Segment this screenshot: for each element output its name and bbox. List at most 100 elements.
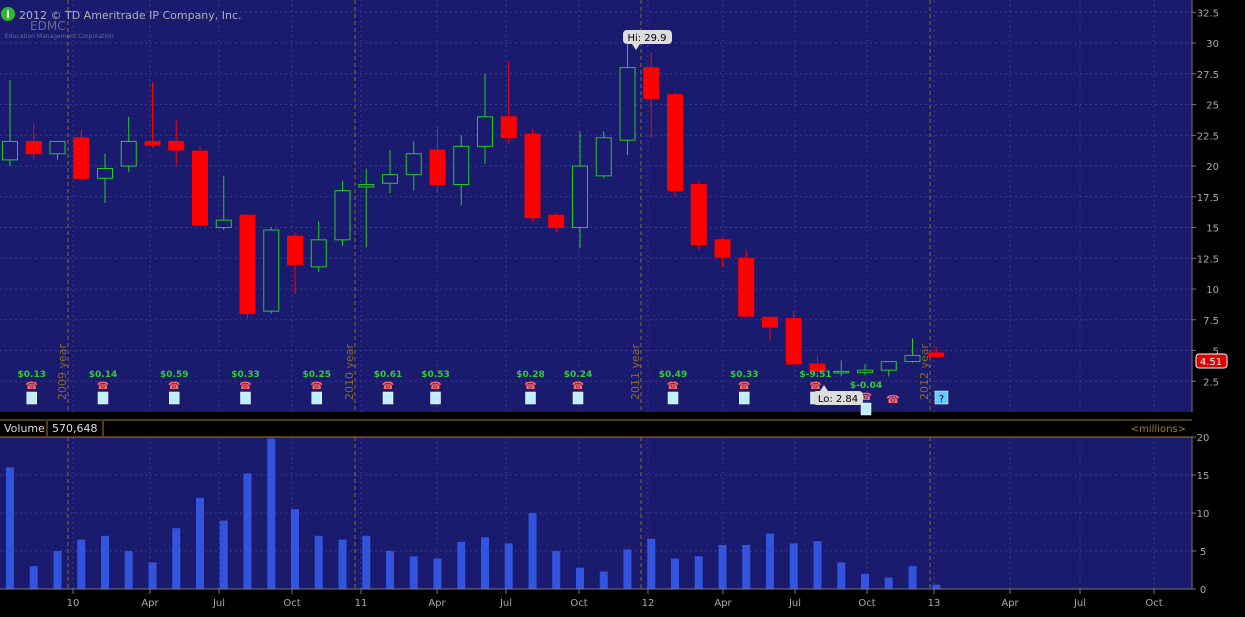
dividend-icon: [860, 402, 872, 416]
candle-body: [714, 239, 731, 258]
volume-bar: [77, 539, 86, 589]
candlestick-series: [2, 44, 945, 378]
volume-bar: [338, 539, 347, 589]
time-axis: 10 Apr Jul Oct 11 Apr Jul Oct 12 Apr Jul Oct 13 Apr Ju…: [0, 588, 1192, 609]
volume-bar: [362, 535, 371, 589]
price-tick-label: 30: [1206, 39, 1219, 50]
candle-body: [762, 316, 778, 328]
candle-body: [25, 140, 42, 155]
time-tick-label: Oct: [858, 598, 875, 609]
time-tick-label: Jul: [1073, 598, 1086, 609]
candle-body: [2, 140, 18, 161]
volume-bar: [718, 544, 727, 589]
dividend-label: $0.25: [303, 370, 331, 380]
dividend-label: $0.53: [421, 370, 449, 380]
dividend-label: $0.61: [374, 370, 402, 380]
price-tick-label: 15: [1206, 224, 1219, 235]
dividend-label: $0.28: [516, 370, 544, 380]
volume-bar: [861, 573, 869, 589]
candle-body: [49, 140, 66, 155]
svg-text:Hi: 29.9: Hi: 29.9: [627, 33, 666, 44]
volume-bar: [694, 556, 703, 589]
candle-body: [358, 183, 375, 188]
candle-body: [572, 165, 588, 229]
price-tick-label: 27.5: [1197, 70, 1219, 81]
candle-body: [144, 140, 161, 146]
volume-bar: [884, 577, 893, 589]
time-tick-label: 11: [355, 598, 368, 609]
year-label: 2009 year: [56, 343, 69, 400]
earnings-phone-icon: ☎: [572, 381, 584, 392]
volume-bar: [623, 549, 632, 589]
candle-body: [263, 229, 280, 312]
volume-series: [6, 438, 941, 589]
time-tick-label: Apr: [1001, 598, 1019, 609]
year-dividers: 2009 year 2010 year 2011 year 2012 year: [56, 0, 931, 589]
price-tick-label: 25: [1206, 101, 1219, 112]
volume-bar: [932, 584, 941, 589]
candle-body: [833, 370, 850, 374]
candle-body: [477, 116, 493, 147]
price-tick-label: 7.5: [1203, 316, 1219, 327]
unknown-event-glyph: ?: [939, 394, 944, 405]
dividend-icon: [240, 391, 251, 405]
volume-bar: [481, 537, 489, 589]
candle-body: [785, 318, 802, 365]
price-axis: 32.5 30 27.5 25 22.5 20 17.5 15 12.5 10 7.5 5 2.5: [1191, 0, 1219, 412]
time-tick-label: Apr: [714, 598, 732, 609]
candle-body: [97, 167, 113, 179]
volume-bar: [291, 509, 299, 589]
price-tick-label: 32.5: [1197, 8, 1219, 19]
dividend-icon: [430, 391, 441, 405]
copyright-text: 2012 © TD Ameritrade IP Company, Inc.: [19, 9, 242, 22]
dividend-label: $-9.51: [799, 370, 831, 380]
volume-bar: [813, 541, 822, 589]
volume-bar: [647, 538, 656, 589]
dividend-icon: [525, 391, 536, 405]
earnings-phone-icon: ☎: [738, 381, 750, 392]
dividend-icon: [572, 391, 584, 405]
earnings-phone-icon: ☎: [382, 381, 394, 392]
volume-axis: 20 15 10 5 0: [1191, 433, 1210, 596]
candle-body: [619, 67, 636, 141]
dividend-label: $0.59: [160, 370, 188, 380]
price-tick-label: 22.5: [1197, 131, 1219, 142]
candle-body: [809, 363, 826, 372]
earnings-phone-icon: ☎: [809, 381, 821, 392]
candle-body: [215, 219, 232, 229]
year-label: 2010 year: [343, 343, 356, 400]
earnings-phone-icon: ☎: [860, 392, 872, 403]
time-tick-label: 13: [928, 598, 941, 609]
candle-body: [643, 67, 660, 99]
earnings-phone-icon: ☎: [886, 393, 900, 406]
price-tick-label: 20: [1206, 162, 1219, 173]
time-tick-label: Oct: [283, 598, 300, 609]
candle-body: [168, 140, 185, 151]
info-icon[interactable]: [1, 7, 15, 21]
dividend-icon: [26, 391, 37, 405]
earnings-phone-icon: ☎: [429, 381, 441, 392]
dividend-label: $0.13: [18, 370, 46, 380]
price-tick-label: 5: [1213, 347, 1219, 358]
candle-body: [524, 133, 541, 219]
volume-tick-label: 20: [1197, 433, 1210, 444]
candle-body: [405, 153, 422, 176]
volume-bar: [409, 556, 418, 589]
volume-bar: [552, 551, 561, 589]
candle-body: [690, 183, 707, 246]
earnings-phone-icon: ☎: [524, 381, 536, 392]
candle-body: [120, 140, 137, 167]
volume-bar: [504, 543, 513, 589]
time-tick-label: Jul: [788, 598, 801, 609]
candle-body: [595, 137, 612, 177]
dividend-icon: [382, 391, 394, 405]
candle-body: [334, 190, 351, 241]
dividend-label: $0.14: [89, 370, 117, 380]
earnings-phone-icon: ☎: [311, 381, 323, 392]
volume-bar: [742, 544, 751, 589]
candle-body: [73, 137, 90, 179]
volume-bar: [101, 535, 109, 589]
volume-bar: [386, 551, 394, 589]
time-tick-label: Oct: [570, 598, 587, 609]
